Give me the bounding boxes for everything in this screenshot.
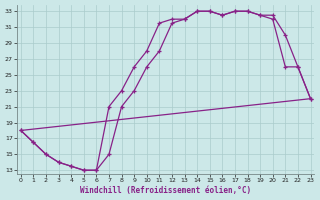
X-axis label: Windchill (Refroidissement éolien,°C): Windchill (Refroidissement éolien,°C) xyxy=(80,186,251,195)
